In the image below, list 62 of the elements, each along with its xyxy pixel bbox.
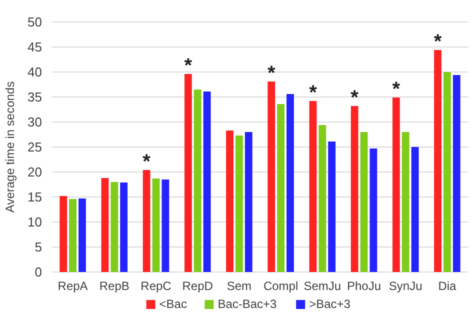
data-label: *: [350, 87, 359, 109]
x-tick-label: RepC: [140, 279, 172, 293]
data-label: *: [142, 151, 151, 173]
bar: [184, 74, 192, 272]
bar: [235, 136, 243, 272]
bar: [277, 104, 285, 272]
legend-label: <Bac: [159, 297, 187, 311]
data-label: *: [434, 31, 442, 53]
x-tick-label: SemJu: [304, 279, 342, 293]
x-tick-label: RepB: [99, 279, 130, 293]
bar: [309, 101, 317, 272]
data-label: *: [184, 55, 192, 77]
y-tick-label: 5: [34, 240, 42, 255]
x-tick-label: Dia: [438, 279, 457, 293]
bar: [78, 198, 86, 272]
bar: [392, 98, 400, 272]
y-tick-label: 50: [28, 14, 42, 30]
y-tick-label: 0: [34, 264, 42, 280]
bar: [194, 90, 202, 272]
bar: [370, 148, 378, 272]
bar: [350, 106, 358, 272]
y-tick-label: 10: [28, 214, 42, 230]
x-tick-label: SynJu: [388, 279, 422, 293]
bar: [69, 199, 77, 272]
bar: [434, 50, 442, 272]
legend-label: >Bac+3: [309, 297, 351, 311]
bar: [443, 72, 451, 272]
bar: [360, 132, 368, 272]
y-tick-label: 20: [28, 164, 42, 180]
bar: [402, 132, 410, 272]
y-tick-label: 15: [28, 190, 42, 205]
bar: [142, 170, 150, 272]
bar: [162, 180, 170, 272]
bar: [120, 182, 128, 272]
bar: [411, 147, 419, 272]
bar: [152, 178, 160, 272]
data-label: *: [392, 78, 400, 100]
bar: [60, 196, 68, 272]
x-tick-label: Compl: [263, 279, 298, 293]
bar: [286, 94, 294, 272]
y-tick-label: 45: [28, 40, 42, 55]
bar: [110, 182, 118, 272]
data-label: *: [309, 82, 318, 104]
y-axis-title: Average time in seconds: [3, 81, 17, 213]
bar: [268, 82, 276, 272]
bar: [452, 75, 460, 272]
x-tick-label: Sem: [226, 279, 252, 293]
bar: [101, 178, 109, 272]
x-tick-label: RepD: [182, 279, 214, 293]
y-tick-label: 35: [28, 90, 42, 105]
bar: [203, 92, 211, 272]
x-tick-label: PhoJu: [346, 279, 382, 293]
bar: [318, 125, 326, 272]
legend-label: Bac-Bac+3: [218, 297, 278, 311]
x-tick-label: RepA: [58, 279, 88, 293]
bar: [226, 130, 234, 272]
y-tick-label: 25: [28, 140, 42, 155]
data-label: *: [267, 62, 276, 84]
bar: [244, 132, 252, 272]
y-tick-label: 40: [28, 64, 42, 80]
y-tick-label: 30: [28, 114, 42, 130]
bar: [328, 142, 336, 272]
